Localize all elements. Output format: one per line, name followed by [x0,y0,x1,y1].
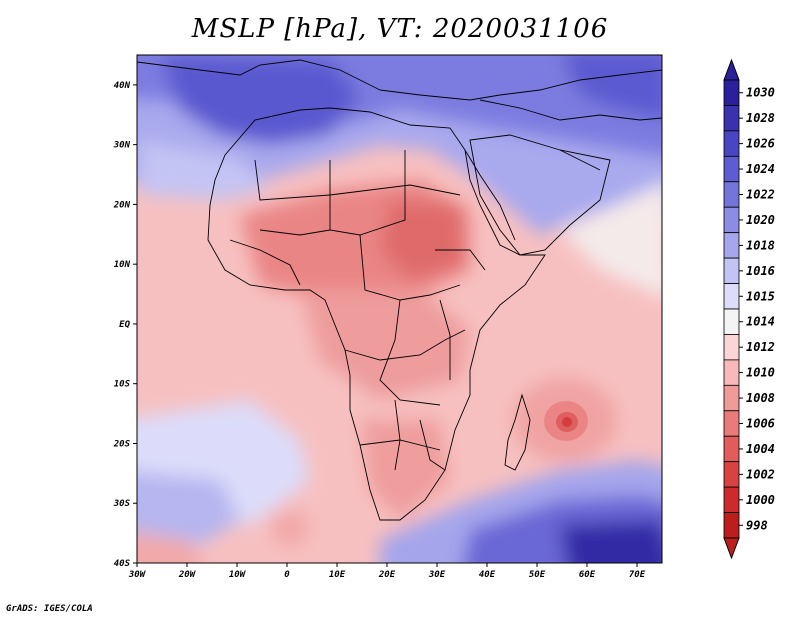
colorbar-label: 1012 [746,340,775,354]
colorbar-segment [723,206,740,234]
lon-label: 30E [428,570,446,580]
colorbar-segment [723,334,740,361]
colorbar-segment [723,410,740,437]
lat-label: 30N [113,141,131,151]
colorbar-label: 1004 [746,442,775,456]
longitude-axis: 30W 20W 10W 0 10E 20E 30E 40E 50E 60E 70E [128,563,646,580]
lat-label: 30S [113,499,131,509]
colorbar-segment [723,181,740,208]
colorbar-label: 1008 [746,391,775,405]
colorbar-segment [723,130,740,157]
lon-label: 10E [329,570,346,580]
lon-label: 70E [629,570,646,580]
lat-label: 40S [114,559,131,569]
lat-label: 10N [114,260,131,270]
colorbar-bottom-arrow [723,537,740,560]
lon-label: 10W [229,570,247,580]
lon-label: 60E [579,570,596,580]
colorbar-label: 1014 [746,315,775,329]
colorbar-label: 1026 [746,137,775,151]
lat-label: 40N [114,81,131,91]
colorbar-label: 1030 [746,86,775,100]
colorbar-label: 1022 [746,188,775,202]
latitude-axis: 40N 30N 20N 10N EQ 10S 20S 30S 40S [113,81,137,569]
colorbar-label: 998 [746,518,768,532]
colorbar-segment [723,359,740,386]
map-title: MSLP [hPa], VT: 2020031106 [191,14,609,44]
colorbar-segment [723,283,740,310]
colorbar-label: 1024 [746,162,775,176]
colorbar-label: 1002 [746,467,775,481]
colorbar-label: 1028 [746,111,775,125]
lat-label: 20S [113,439,131,449]
colorbar-label: 1015 [746,289,775,303]
colorbar-segment [723,308,740,335]
lat-label: 20N [113,200,131,210]
colorbar-label: 1000 [746,493,775,507]
colorbar-segment [723,512,740,539]
lon-label: 50E [529,570,546,580]
lat-label: EQ [119,320,130,330]
colorbar-label: 1018 [746,238,775,252]
colorbar-label: 1020 [746,213,775,227]
lon-label: 20W [178,570,197,580]
colorbar-segment [723,486,740,513]
lat-label: 10S [114,380,131,390]
colorbar-segment [723,155,740,183]
colorbar-label: 1016 [746,264,775,278]
colorbar-segment [723,384,740,412]
lon-label: 0 [284,570,290,580]
colorbar-segment [723,232,740,259]
credit-text: GrADS: IGES/COLA [6,604,93,614]
colorbar-segment [723,257,740,284]
colorbar-label: 1010 [746,366,775,380]
lon-label: 30W [128,570,147,580]
colorbar: 1030 1028 1026 1024 1022 1020 1018 1016 1015 1014… [723,58,775,560]
colorbar-segment [723,435,740,463]
lon-label: 40E [479,570,496,580]
lon-label: 20E [378,570,396,580]
map-frame [136,54,663,564]
colorbar-segment [723,79,740,106]
colorbar-top-arrow [723,58,740,81]
colorbar-label: 1006 [746,417,775,431]
coastlines [137,59,662,521]
colorbar-segment [723,461,740,488]
pressure-field [137,55,662,563]
colorbar-segment [723,105,740,132]
